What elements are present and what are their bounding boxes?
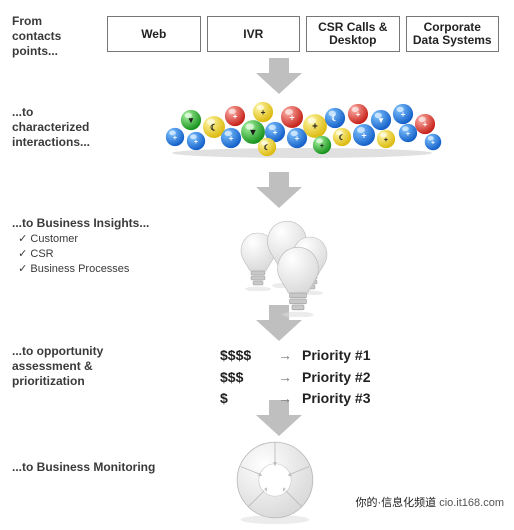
sphere-icon: +	[252, 101, 274, 123]
svg-text:+: +	[356, 110, 361, 119]
priority-dollars: $$$$	[220, 345, 268, 367]
label-opportunity: ...to opportunityassessment &prioritizat…	[12, 344, 103, 389]
watermark-right: cio.it168.com	[439, 497, 504, 509]
label-insights-items: ✓ Customer ✓ CSR ✓ Business Processes	[12, 233, 149, 276]
svg-text:+: +	[173, 133, 178, 142]
priority-label: Priority #1	[302, 345, 370, 367]
lightbulb-icon	[274, 245, 322, 322]
contact-box: Web	[107, 16, 201, 52]
arrow-2	[252, 172, 306, 213]
svg-text:+: +	[295, 134, 300, 143]
insights-item: ✓ CSR	[12, 248, 149, 262]
monitoring-gauge-icon	[230, 435, 320, 525]
svg-text:+: +	[320, 141, 325, 150]
svg-text:+: +	[423, 120, 428, 129]
insights-item: ✓ Customer	[12, 233, 149, 247]
sphere-icon: ☾	[332, 127, 352, 147]
sphere-icon: +	[392, 103, 414, 125]
priority-block: $$$$ → Priority #1$$$ → Priority #2$ → P…	[220, 345, 370, 410]
contact-boxes-row: WebIVRCSR Calls & DesktopCorporate Data …	[107, 16, 499, 52]
contact-box: CSR Calls & Desktop	[306, 16, 400, 52]
arrow-right-icon: →	[278, 367, 292, 389]
sphere-icon: ☾	[324, 107, 346, 129]
label-opportunity-text: ...to opportunityassessment &prioritizat…	[12, 344, 103, 389]
priority-dollars: $$$	[220, 367, 268, 389]
svg-text:+: +	[229, 134, 234, 143]
svg-text:☾: ☾	[331, 114, 338, 123]
contact-box: IVR	[207, 16, 301, 52]
sphere-icon: ▼	[370, 109, 392, 131]
arrow-right-icon: →	[278, 388, 292, 410]
svg-text:+: +	[431, 140, 435, 147]
svg-text:+: +	[289, 112, 294, 122]
svg-text:☾: ☾	[210, 122, 218, 132]
sphere-icon: ▼	[180, 109, 202, 131]
label-insights-title: ...to Business Insights...	[12, 216, 149, 231]
priority-row: $$$ → Priority #2	[220, 367, 370, 389]
sphere-icon: +	[424, 133, 442, 151]
sphere-icon: +	[312, 135, 332, 155]
sphere-icon: +	[280, 105, 304, 129]
priority-row: $ → Priority #3	[220, 388, 370, 410]
label-monitoring-text: ...to Business Monitoring	[12, 460, 155, 475]
lightbulb-cluster	[228, 215, 378, 305]
watermark-left: 你的·信息化频道	[355, 497, 436, 509]
svg-text:+: +	[361, 130, 366, 140]
diagram-root: Fromcontactspoints... ...to characterize…	[0, 0, 514, 514]
svg-text:+: +	[406, 129, 411, 138]
sphere-icon: +	[414, 113, 436, 135]
priority-label: Priority #3	[302, 388, 370, 410]
svg-text:+: +	[233, 112, 238, 121]
priority-dollars: $	[220, 388, 268, 410]
insights-item: ✓ Business Processes	[12, 263, 149, 277]
svg-text:▼: ▼	[187, 116, 195, 125]
svg-text:+: +	[384, 135, 389, 144]
svg-text:+: +	[273, 128, 278, 137]
svg-text:☾: ☾	[339, 133, 346, 142]
svg-text:+: +	[194, 137, 199, 146]
svg-text:☾: ☾	[264, 143, 271, 152]
svg-text:▼: ▼	[377, 116, 385, 125]
arrow-right-icon: →	[278, 345, 292, 367]
label-from-text: Fromcontactspoints...	[12, 14, 61, 59]
sphere-icon: +	[220, 127, 242, 149]
label-interactions: ...to characterized interactions...	[12, 105, 90, 150]
priority-row: $$$$ → Priority #1	[220, 345, 370, 367]
contact-box: Corporate Data Systems	[406, 16, 500, 52]
svg-text:+: +	[401, 110, 406, 119]
watermark: 你的·信息化频道 cio.it168.com	[355, 494, 504, 510]
svg-text:+: +	[261, 108, 266, 117]
sphere-cluster: + ▼ + ☾ +	[162, 97, 442, 167]
priority-label: Priority #2	[302, 367, 370, 389]
svg-text:+: +	[312, 122, 318, 133]
sphere-icon: +	[376, 129, 396, 149]
sphere-icon: ☾	[257, 137, 277, 157]
label-interactions-text: ...to characterized interactions...	[12, 105, 90, 150]
label-from: Fromcontactspoints...	[12, 14, 61, 59]
label-insights: ...to Business Insights... ✓ Customer ✓ …	[12, 216, 149, 276]
sphere-icon: +	[347, 103, 369, 125]
arrow-1	[252, 58, 306, 99]
label-monitoring: ...to Business Monitoring	[12, 460, 155, 475]
